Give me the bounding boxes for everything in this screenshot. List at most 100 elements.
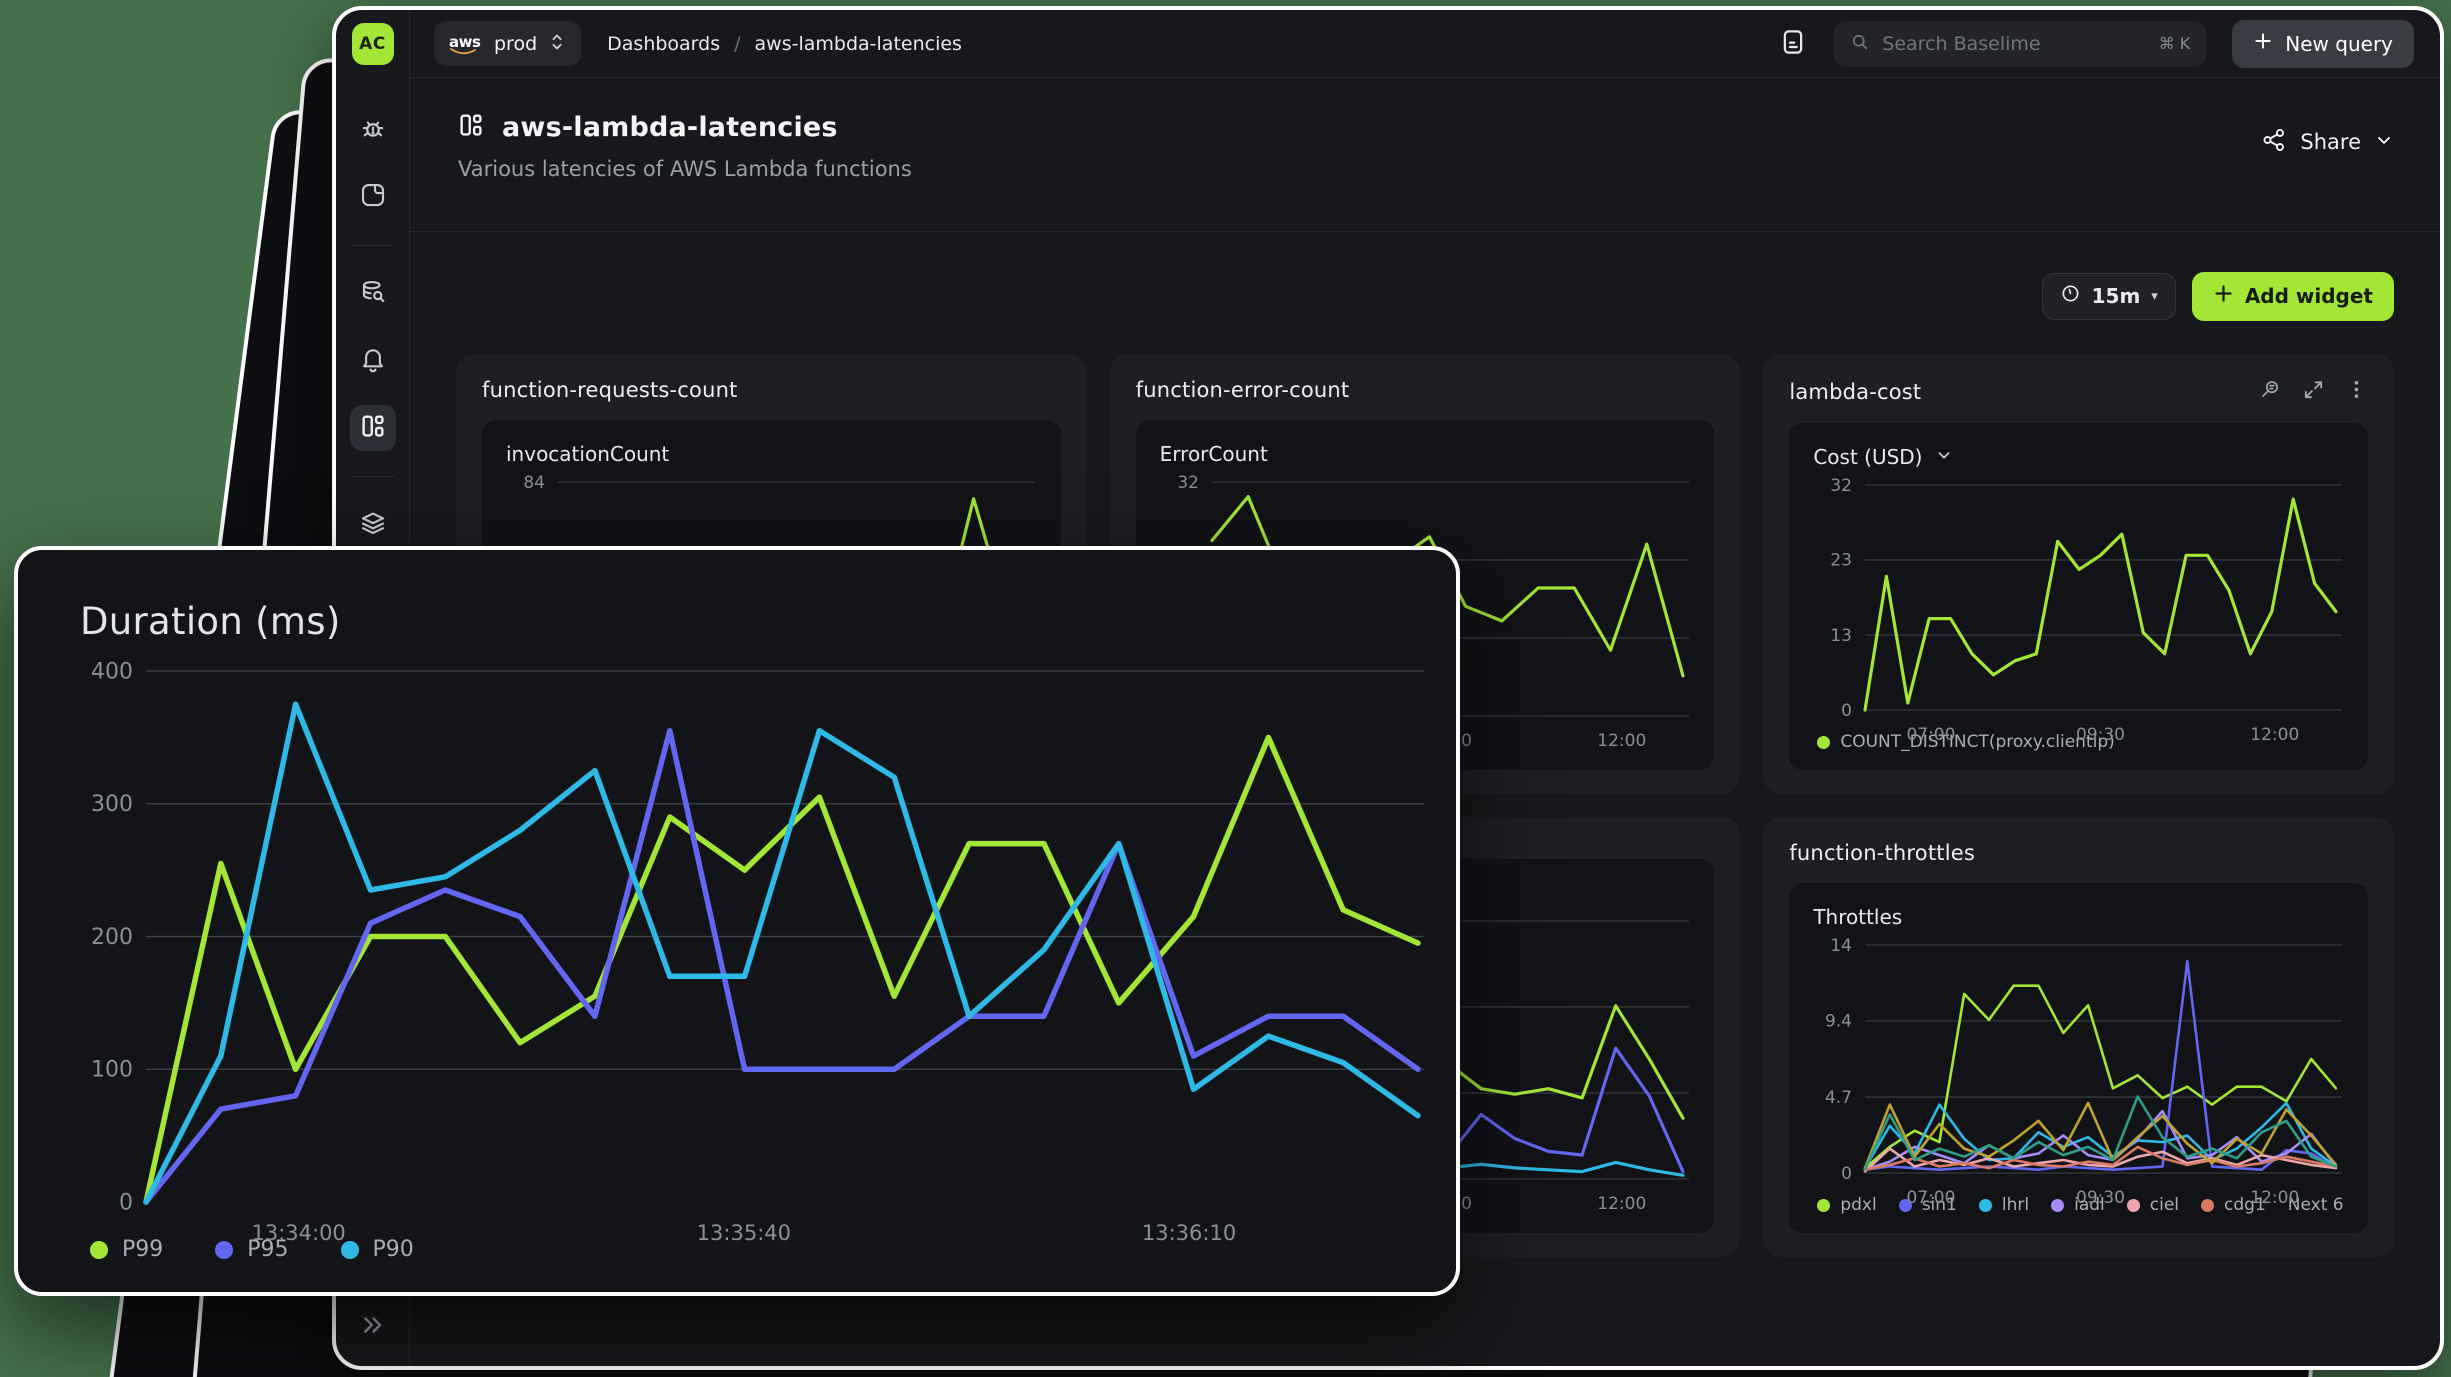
svg-text:12:00: 12:00 (1597, 1194, 1646, 1214)
legend-dot-icon (2126, 1198, 2140, 1212)
legend-label: P99 (122, 1237, 164, 1262)
legend-item[interactable]: pdxl (1817, 1195, 1877, 1215)
page-header: aws-lambda-latencies Various latencies o… (410, 78, 2440, 232)
expand-icon[interactable] (2302, 378, 2325, 405)
svg-text:400: 400 (91, 661, 133, 684)
org-switcher[interactable]: aws prod (434, 21, 582, 66)
legend-label: P95 (247, 1237, 289, 1262)
page-title: aws-lambda-latencies (502, 111, 838, 143)
svg-text:09:30: 09:30 (2076, 725, 2125, 745)
time-range-selector[interactable]: 15m ▾ (2041, 272, 2176, 320)
breadcrumb-separator: / (734, 32, 741, 55)
svg-text:14: 14 (1831, 936, 1853, 956)
svg-text:13:36:10: 13:36:10 (1142, 1221, 1236, 1245)
metric-selector[interactable]: Cost (USD) (1813, 445, 2344, 469)
legend-dot-icon (215, 1240, 234, 1259)
topbar: aws prod Dashboards / aws-lambda-latenci… (410, 10, 2440, 78)
kebab-menu-icon[interactable] (2345, 378, 2368, 405)
plus-icon (2213, 283, 2234, 309)
sidebar-item-dashboards[interactable] (349, 405, 396, 451)
svg-text:13:35:40: 13:35:40 (697, 1221, 791, 1245)
widget-panel: Cost (USD) 32 23 13 0 07:00 09:30 12:00 COUNT_… (1789, 423, 2368, 770)
time-range-value: 15m (2091, 284, 2141, 308)
search-input[interactable] (1882, 32, 2147, 55)
legend-item[interactable]: P95 (215, 1237, 289, 1262)
add-widget-button[interactable]: Add widget (2191, 271, 2394, 321)
legend-item[interactable]: COUNT_DISTINCT(proxy.clientip) (1817, 732, 2115, 752)
legend-item[interactable]: ciel (2126, 1195, 2179, 1215)
breadcrumb-current[interactable]: aws-lambda-latencies (754, 32, 962, 55)
search-shortcut: ⌘ K (2158, 34, 2191, 53)
legend-item[interactable]: lhrl (1978, 1195, 2030, 1215)
svg-text:0: 0 (1842, 1164, 1853, 1184)
dashboard-icon (456, 110, 486, 144)
svg-text:32: 32 (1177, 473, 1199, 493)
sidebar-item-services[interactable] (350, 174, 396, 220)
chart-legend: COUNT_DISTINCT(proxy.clientip) (1813, 728, 2344, 754)
legend-item[interactable]: cdg1 (2201, 1195, 2266, 1215)
global-search[interactable]: ⌘ K (1834, 20, 2207, 67)
share-button[interactable]: Share (2261, 124, 2394, 160)
changelog-button[interactable] (1778, 27, 1808, 61)
duration-chart-window: Duration (ms) 400 300 200 100 0 13:34:00 13:35… (14, 546, 1460, 1296)
share-label: Share (2300, 130, 2361, 154)
legend-dot-icon (1898, 1198, 1912, 1212)
svg-text:4.7: 4.7 (1825, 1088, 1852, 1108)
bell-icon (358, 344, 388, 378)
legend-dot-icon (1817, 735, 1831, 749)
svg-text:9.4: 9.4 (1825, 1012, 1852, 1032)
chevron-down-icon (2374, 130, 2394, 155)
legend-label: COUNT_DISTINCT(proxy.clientip) (1840, 732, 2115, 752)
sidebar-item-errors[interactable] (350, 107, 396, 153)
add-widget-label: Add widget (2244, 284, 2373, 308)
legend-label: cdg1 (2224, 1195, 2266, 1215)
legend-dot-icon (90, 1240, 108, 1259)
legend-item[interactable]: iadl (2051, 1195, 2105, 1215)
sidebar-item-alerts[interactable] (350, 338, 396, 384)
svg-text:0: 0 (119, 1190, 133, 1215)
svg-text:07:00: 07:00 (1907, 725, 1956, 745)
avatar[interactable]: AC (351, 23, 394, 65)
legend-item[interactable]: Next 6 (2288, 1195, 2344, 1215)
legend-label: P90 (372, 1237, 414, 1262)
breadcrumb-dashboards[interactable]: Dashboards (607, 32, 721, 55)
metric-name: Throttles (1813, 905, 1903, 929)
svg-text:200: 200 (91, 925, 133, 950)
legend-item[interactable]: P99 (90, 1237, 163, 1262)
dashboard-icon (358, 411, 388, 445)
legend-item[interactable]: sin1 (1898, 1195, 1957, 1215)
svg-text:300: 300 (91, 792, 133, 817)
legend-item[interactable]: P90 (340, 1237, 414, 1262)
org-name: prod (494, 32, 538, 55)
legend-label: Next 6 (2287, 1195, 2344, 1215)
metric-name: Cost (USD) (1813, 445, 1923, 469)
sidebar-expand-button[interactable] (350, 1304, 396, 1350)
metric-name: invocationCount (506, 442, 670, 466)
overlay-chart-title: Duration (ms) (80, 600, 341, 643)
svg-text:12:00: 12:00 (1597, 731, 1646, 751)
sidebar-item-layers[interactable] (350, 502, 396, 548)
legend-dot-icon (1978, 1198, 1992, 1212)
svg-text:23: 23 (1831, 551, 1853, 571)
bug-icon (358, 113, 388, 147)
widget-function-throttles: function-throttles Throttles 14 9.4 4.7 0 07… (1763, 817, 2394, 1257)
legend-dot-icon (2201, 1198, 2215, 1212)
svg-text:32: 32 (1831, 476, 1853, 496)
query-magnifier-icon[interactable] (2259, 378, 2282, 405)
chevron-down-icon (1935, 445, 1953, 469)
sidebar-item-queries[interactable] (350, 271, 396, 317)
svg-text:0: 0 (1842, 701, 1853, 721)
share-nodes-icon (2261, 127, 2287, 158)
legend-dot-icon (2051, 1198, 2065, 1212)
plus-icon (2253, 31, 2273, 56)
legend-dot-icon (1817, 1198, 1831, 1212)
aws-logo-icon: aws (449, 32, 483, 56)
new-query-button[interactable]: New query (2232, 19, 2414, 68)
svg-text:09:30: 09:30 (2076, 1188, 2125, 1208)
legend-dot-icon (340, 1240, 359, 1259)
chart-legend: pdxl sin1 lhrl iadl ciel cdg1 Next 6 (1813, 1191, 2344, 1217)
clock-icon (2060, 283, 2081, 309)
widget-title: function-requests-count (482, 378, 738, 402)
legend-label: lhrl (2001, 1195, 2030, 1215)
search-icon (1850, 32, 1870, 56)
